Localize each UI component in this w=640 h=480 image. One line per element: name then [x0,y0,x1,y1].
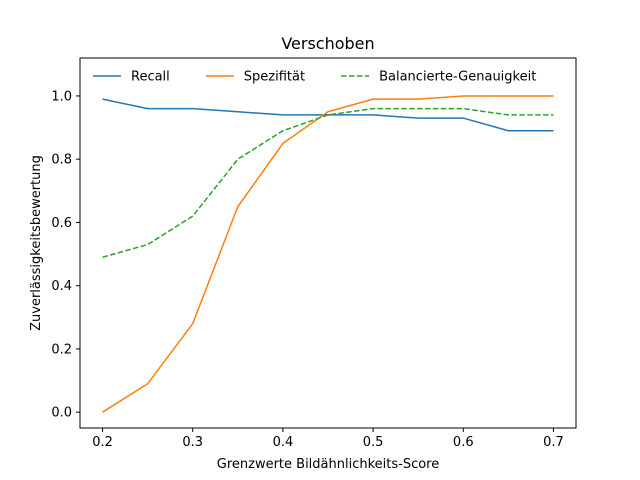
y-tick-label: 0.0 [51,406,72,421]
series-line-2 [102,107,554,258]
x-tick-label: 0.4 [273,435,294,450]
x-tick-label: 0.3 [182,435,203,450]
legend-label-2: Balancierte-Genauigkeit [379,70,536,85]
y-tick-label: 0.2 [51,342,72,357]
x-tick-label: 0.7 [543,435,564,450]
chart-title: Verschoben [281,34,374,53]
legend-label-1: Spezifität [244,70,305,85]
legend-label-0: Recall [131,70,170,85]
axes: 0.2 0.3 0.4 0.5 0.6 0.7 0.0 0.2 0.4 0.6 0.8 1.0 [51,89,563,450]
x-tick-label: 0.5 [363,435,384,450]
y-tick-label: 0.4 [51,279,72,294]
plot-area [102,95,554,413]
series-line-1 [102,95,554,413]
plot-frame [79,57,577,429]
y-tick-label: 1.0 [51,89,72,104]
y-tick-label: 0.8 [51,153,72,168]
legend: Recall Spezifität Balancierte-Genauigkeit [93,70,536,85]
x-tick-label: 0.6 [453,435,474,450]
x-axis-label: Grenzwerte Bildähnlichkeits-Score [217,457,440,472]
y-axis-label: Zuverlässigkeitsbewertung [29,155,44,331]
x-tick-label: 0.2 [92,435,113,450]
y-tick-label: 0.6 [51,216,72,231]
